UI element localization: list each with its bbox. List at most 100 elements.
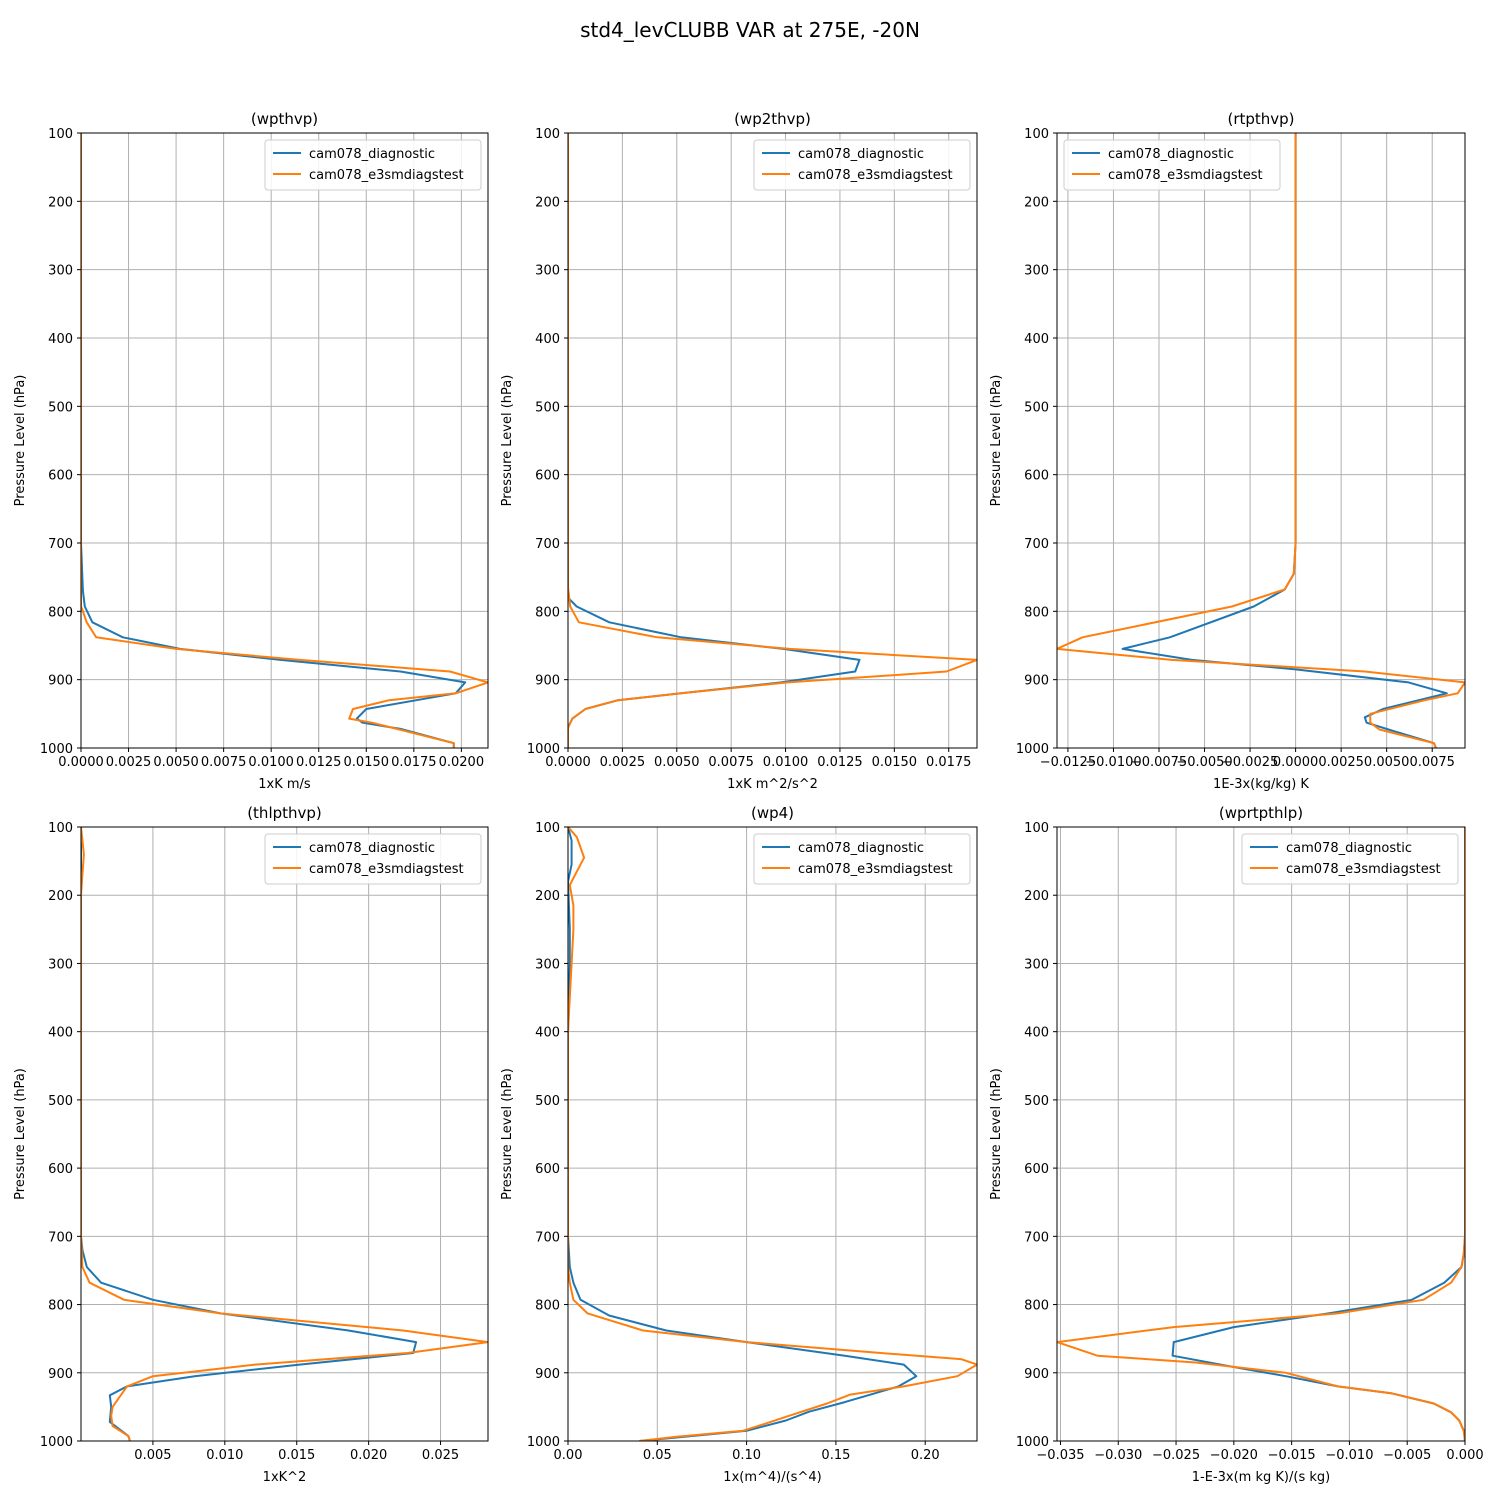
legend-box bbox=[264, 833, 482, 885]
y-tick-label: 100 bbox=[48, 821, 73, 836]
y-tick-label: 300 bbox=[535, 264, 560, 279]
y-tick-label: 1000 bbox=[527, 742, 560, 757]
x-tick-label: 0.015 bbox=[278, 1448, 315, 1463]
y-tick-label: 900 bbox=[1024, 674, 1049, 689]
y-tick-label: 400 bbox=[48, 1026, 73, 1041]
x-tick-label: 0.0025 bbox=[600, 755, 646, 770]
x-tick-label: 0.05 bbox=[643, 1448, 672, 1463]
y-tick-label: 700 bbox=[535, 1230, 560, 1245]
x-tick-label: 0.0175 bbox=[926, 755, 972, 770]
legend-box bbox=[1241, 833, 1459, 885]
series-line-cam078_e3smdiagstest bbox=[1057, 827, 1465, 1441]
panel-title: (thlpthvp) bbox=[247, 804, 322, 822]
y-tick-label: 500 bbox=[535, 400, 560, 415]
x-tick-label: 0.0025 bbox=[106, 755, 152, 770]
y-tick-label: 100 bbox=[1024, 821, 1049, 836]
series-line-cam078_e3smdiagstest bbox=[1057, 133, 1465, 748]
x-tick-label: −0.030 bbox=[1094, 1448, 1142, 1463]
y-axis-label: Pressure Level (hPa) bbox=[989, 1068, 1004, 1200]
y-tick-label: 100 bbox=[48, 127, 73, 142]
x-tick-label: 0.025 bbox=[422, 1448, 459, 1463]
x-tick-label: 0.0100 bbox=[763, 755, 809, 770]
x-tick-label: −0.020 bbox=[1210, 1448, 1258, 1463]
panel-title: (wp2thvp) bbox=[734, 110, 811, 128]
x-axis-label: 1xK^2 bbox=[263, 1470, 307, 1485]
figure-suptitle: std4_levCLUBB VAR at 275E, -20N bbox=[580, 18, 920, 42]
x-tick-label: 0.0050 bbox=[1364, 755, 1410, 770]
axes-frame bbox=[1056, 826, 1466, 1442]
x-tick-label: 0.0125 bbox=[296, 755, 342, 770]
panel-0: 0.0000 0.0025 0.0050 0.0075 0.0100 0.0125 0.01… bbox=[13, 110, 489, 792]
y-tick-label: 900 bbox=[1024, 1367, 1049, 1382]
y-tick-label: 600 bbox=[1024, 1162, 1049, 1177]
y-tick-label: 700 bbox=[48, 1230, 73, 1245]
y-tick-label: 700 bbox=[1024, 1230, 1049, 1245]
y-tick-label: 800 bbox=[535, 1299, 560, 1314]
x-tick-label: 0.020 bbox=[350, 1448, 387, 1463]
x-tick-label: 0.0175 bbox=[391, 755, 437, 770]
panel-title: (wpthvp) bbox=[251, 110, 318, 128]
panel-title: (wprtpthlp) bbox=[1219, 804, 1303, 822]
x-tick-label: 0.0000 bbox=[58, 755, 104, 770]
y-tick-label: 700 bbox=[535, 537, 560, 552]
y-tick-label: 1000 bbox=[527, 1435, 560, 1450]
panel-3: 0.005 0.010 0.015 0.020 0.025 100 200 300 400 500… bbox=[13, 804, 489, 1485]
x-tick-label: 0.10 bbox=[732, 1448, 761, 1463]
y-tick-label: 800 bbox=[535, 605, 560, 620]
legend: cam078_diagnostic cam078_e3smdiagstest bbox=[1241, 833, 1459, 885]
y-tick-label: 500 bbox=[48, 1094, 73, 1109]
series-line-cam078_diagnostic bbox=[568, 827, 918, 1441]
y-tick-label: 600 bbox=[48, 469, 73, 484]
series-line-cam078_e3smdiagstest bbox=[81, 133, 488, 748]
x-tick-label: −0.0125 bbox=[1040, 755, 1096, 770]
y-tick-label: 400 bbox=[48, 332, 73, 347]
panel-4: 0.00 0.05 0.10 0.15 0.20 100 200 300 400 500 600 70… bbox=[500, 804, 978, 1485]
y-tick-label: 200 bbox=[1024, 889, 1049, 904]
y-tick-label: 400 bbox=[1024, 1026, 1049, 1041]
y-tick-label: 100 bbox=[535, 127, 560, 142]
panel-title: (wp4) bbox=[751, 804, 794, 822]
x-tick-label: −0.0075 bbox=[1131, 755, 1187, 770]
x-tick-label: −0.0050 bbox=[1176, 755, 1232, 770]
panel-1: 0.0000 0.0025 0.0050 0.0075 0.0100 0.0125 0.01… bbox=[500, 110, 978, 792]
legend-label: cam078_e3smdiagstest bbox=[798, 168, 953, 183]
x-tick-label: 0.0075 bbox=[201, 755, 247, 770]
y-axis-label: Pressure Level (hPa) bbox=[13, 375, 28, 507]
y-tick-label: 1000 bbox=[40, 742, 73, 757]
y-axis-label: Pressure Level (hPa) bbox=[500, 375, 515, 507]
legend: cam078_diagnostic cam078_e3smdiagstest bbox=[753, 833, 971, 885]
x-tick-label: 0.0075 bbox=[708, 755, 754, 770]
x-tick-label: −0.0100 bbox=[1085, 755, 1141, 770]
x-tick-label: 0.0000 bbox=[1273, 755, 1319, 770]
legend-label: cam078_e3smdiagstest bbox=[798, 862, 953, 877]
y-axis-label: Pressure Level (hPa) bbox=[500, 1068, 515, 1200]
y-tick-label: 600 bbox=[535, 1162, 560, 1177]
x-tick-label: 0.010 bbox=[206, 1448, 243, 1463]
legend-label: cam078_diagnostic bbox=[798, 147, 924, 162]
y-axis-label: Pressure Level (hPa) bbox=[13, 1068, 28, 1200]
y-tick-label: 1000 bbox=[40, 1435, 73, 1450]
y-tick-label: 500 bbox=[535, 1094, 560, 1109]
y-tick-label: 500 bbox=[1024, 400, 1049, 415]
y-tick-label: 600 bbox=[48, 1162, 73, 1177]
y-tick-label: 200 bbox=[535, 195, 560, 210]
y-tick-label: 300 bbox=[48, 264, 73, 279]
legend-label: cam078_diagnostic bbox=[309, 841, 435, 856]
y-tick-label: 300 bbox=[535, 957, 560, 972]
y-tick-label: 300 bbox=[1024, 957, 1049, 972]
y-tick-label: 100 bbox=[1024, 127, 1049, 142]
axes-frame bbox=[80, 826, 489, 1442]
legend-box bbox=[1063, 139, 1281, 191]
x-tick-label: 0.0050 bbox=[654, 755, 700, 770]
x-tick-label: 0.0075 bbox=[1409, 755, 1455, 770]
legend-label: cam078_e3smdiagstest bbox=[1286, 862, 1441, 877]
series-line-cam078_e3smdiagstest bbox=[568, 827, 977, 1441]
y-tick-label: 800 bbox=[48, 1299, 73, 1314]
y-tick-label: 500 bbox=[48, 400, 73, 415]
x-tick-label: 0.0000 bbox=[545, 755, 591, 770]
x-tick-label: 0.0025 bbox=[1318, 755, 1364, 770]
y-axis-label: Pressure Level (hPa) bbox=[989, 375, 1004, 507]
x-tick-label: 0.0125 bbox=[817, 755, 863, 770]
x-axis-label: 1E-3x(kg/kg) K bbox=[1213, 777, 1309, 792]
